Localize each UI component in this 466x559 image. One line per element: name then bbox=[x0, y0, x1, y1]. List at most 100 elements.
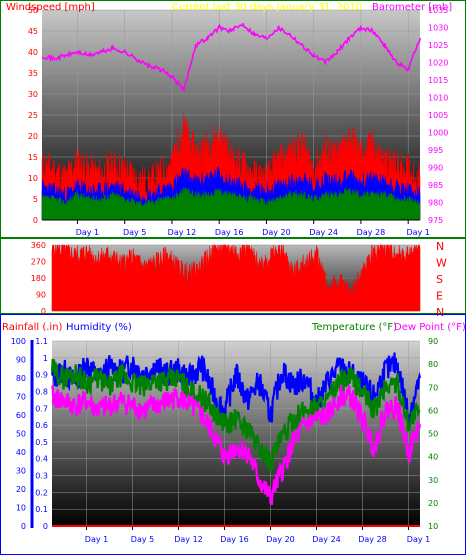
rain-tick-label: 0 bbox=[43, 522, 48, 531]
y2-tick-label: 1015 bbox=[428, 76, 448, 85]
y-tick-label: 40 bbox=[28, 48, 38, 57]
rain-tick-label: 0.3 bbox=[35, 472, 48, 481]
compass-label: W bbox=[436, 257, 447, 270]
y-tick-label: 0 bbox=[41, 307, 46, 316]
humidity-tick-label: 60 bbox=[16, 411, 26, 420]
rainfall-axis-label: Rainfall (.in) bbox=[2, 322, 63, 333]
temp-tick-label: 20 bbox=[428, 499, 438, 508]
temp-tick-label: 50 bbox=[428, 430, 438, 439]
rain-tick-label: 0.4 bbox=[35, 455, 48, 464]
x-tick-label: Day 5 bbox=[131, 535, 154, 544]
humidity-tick-label: 70 bbox=[16, 393, 26, 402]
y-tick-label: 50 bbox=[28, 6, 38, 15]
y2-tick-label: 975 bbox=[428, 216, 443, 225]
y2-tick-label: 1000 bbox=[428, 129, 448, 138]
rain-tick-label: 0.1 bbox=[35, 505, 48, 514]
humidity-tick-label: 50 bbox=[16, 430, 26, 439]
rain-panel-series bbox=[50, 352, 422, 505]
y2-tick-label: 1020 bbox=[428, 59, 448, 68]
rain-tick-label: 0.7 bbox=[35, 404, 48, 413]
rain-tick-label: 0.6 bbox=[35, 421, 48, 430]
temp-tick-label: 30 bbox=[428, 476, 438, 485]
y-tick-label: 20 bbox=[28, 132, 38, 141]
y2-tick-label: 990 bbox=[428, 164, 443, 173]
y-tick-label: 180 bbox=[31, 274, 46, 283]
dewpoint-axis-label: Dew Point (°F) bbox=[394, 322, 466, 333]
y2-tick-label: 995 bbox=[428, 146, 443, 155]
temp-tick-label: 10 bbox=[428, 522, 438, 531]
temperature-line bbox=[50, 358, 421, 474]
x-tick-label: Day 20 bbox=[266, 535, 295, 544]
humidity-tick-label: 10 bbox=[16, 504, 26, 513]
rain-panel-axes: 0 10 20 30 40 50 60 70 80 90 100 0 0.1 0.2 0.3 0.4 0.5 0.… bbox=[11, 337, 438, 544]
wind-panel-axes: 0510152025303540455097598098599099510001… bbox=[28, 6, 449, 237]
humidity-tick-label: 30 bbox=[16, 467, 26, 476]
y2-tick-label: 1025 bbox=[428, 41, 448, 50]
y-tick-label: 0 bbox=[33, 216, 38, 225]
y-tick-label: 35 bbox=[28, 69, 38, 78]
y-tick-label: 360 bbox=[31, 241, 46, 250]
y2-tick-label: 1010 bbox=[428, 94, 448, 103]
temp-tick-label: 90 bbox=[428, 337, 438, 346]
x-tick-label: Day 24 bbox=[312, 535, 341, 544]
rain-tick-label: 1 bbox=[43, 354, 48, 363]
x-tick-label: Day 12 bbox=[168, 228, 197, 237]
humidity-tick-label: 40 bbox=[16, 448, 26, 457]
compass-label: N bbox=[436, 240, 444, 253]
rain-tick-label: 0.2 bbox=[35, 488, 48, 497]
y2-tick-label: 1005 bbox=[428, 111, 448, 120]
x-tick-label: Day 16 bbox=[220, 535, 249, 544]
compass-label: S bbox=[436, 273, 443, 286]
wind-direction-area bbox=[51, 243, 421, 312]
humidity-tick-label: 90 bbox=[16, 356, 26, 365]
y-tick-label: 25 bbox=[28, 111, 38, 120]
x-tick-label: Day 1 bbox=[407, 535, 430, 544]
humidity-tick-label: 80 bbox=[16, 374, 26, 383]
y-tick-label: 270 bbox=[31, 258, 46, 267]
y-tick-label: 30 bbox=[28, 90, 38, 99]
x-tick-label: Day 24 bbox=[309, 228, 338, 237]
x-tick-label: Day 20 bbox=[262, 228, 291, 237]
y-tick-label: 15 bbox=[28, 153, 38, 162]
x-tick-label: Day 12 bbox=[174, 535, 203, 544]
temp-tick-label: 60 bbox=[428, 406, 438, 415]
temp-tick-label: 80 bbox=[428, 360, 438, 369]
y2-tick-label: 980 bbox=[428, 199, 443, 208]
x-tick-label: Day 1 bbox=[406, 228, 429, 237]
humidity-axis-label: Humidity (%) bbox=[66, 322, 132, 333]
humidity-tick-label: 0 bbox=[21, 522, 26, 531]
temperature-axis-label: Temperature (°F) bbox=[311, 322, 397, 333]
rain-tick-label: 0.9 bbox=[35, 371, 48, 380]
x-tick-label: Day 28 bbox=[358, 535, 387, 544]
direction-panel-series bbox=[51, 243, 421, 312]
wind-panel-series bbox=[41, 23, 421, 221]
chart-title: Current last 30 days January 31, 2010 bbox=[172, 2, 362, 13]
x-tick-label: Day 5 bbox=[123, 228, 146, 237]
y2-tick-label: 985 bbox=[428, 181, 443, 190]
temp-tick-label: 40 bbox=[428, 453, 438, 462]
barometer-axis-label: Barometer [mb] bbox=[372, 2, 452, 13]
rain-tick-label: 0.8 bbox=[35, 387, 48, 396]
rain-tick-label: 1.1 bbox=[35, 337, 48, 346]
y-tick-label: 90 bbox=[36, 291, 46, 300]
x-tick-label: Day 1 bbox=[85, 535, 108, 544]
x-tick-label: Day 1 bbox=[76, 228, 99, 237]
y-tick-label: 5 bbox=[33, 195, 38, 204]
humidity-tick-label: 20 bbox=[16, 485, 26, 494]
y-tick-label: 10 bbox=[28, 174, 38, 183]
dewpoint-line bbox=[50, 384, 422, 505]
compass-label: E bbox=[436, 290, 443, 303]
x-tick-label: Day 16 bbox=[215, 228, 244, 237]
y2-tick-label: 1030 bbox=[428, 24, 448, 33]
barometer-line bbox=[41, 23, 421, 92]
y2-tick-label: 1035 bbox=[428, 6, 448, 15]
temp-tick-label: 70 bbox=[428, 383, 438, 392]
x-tick-label: Day 28 bbox=[357, 228, 386, 237]
rain-tick-label: 0.5 bbox=[35, 438, 48, 447]
humidity-tick-label: 100 bbox=[11, 337, 26, 346]
y-tick-label: 45 bbox=[28, 27, 38, 36]
windspeed-axis-label: Windspeed [mph] bbox=[6, 2, 95, 13]
